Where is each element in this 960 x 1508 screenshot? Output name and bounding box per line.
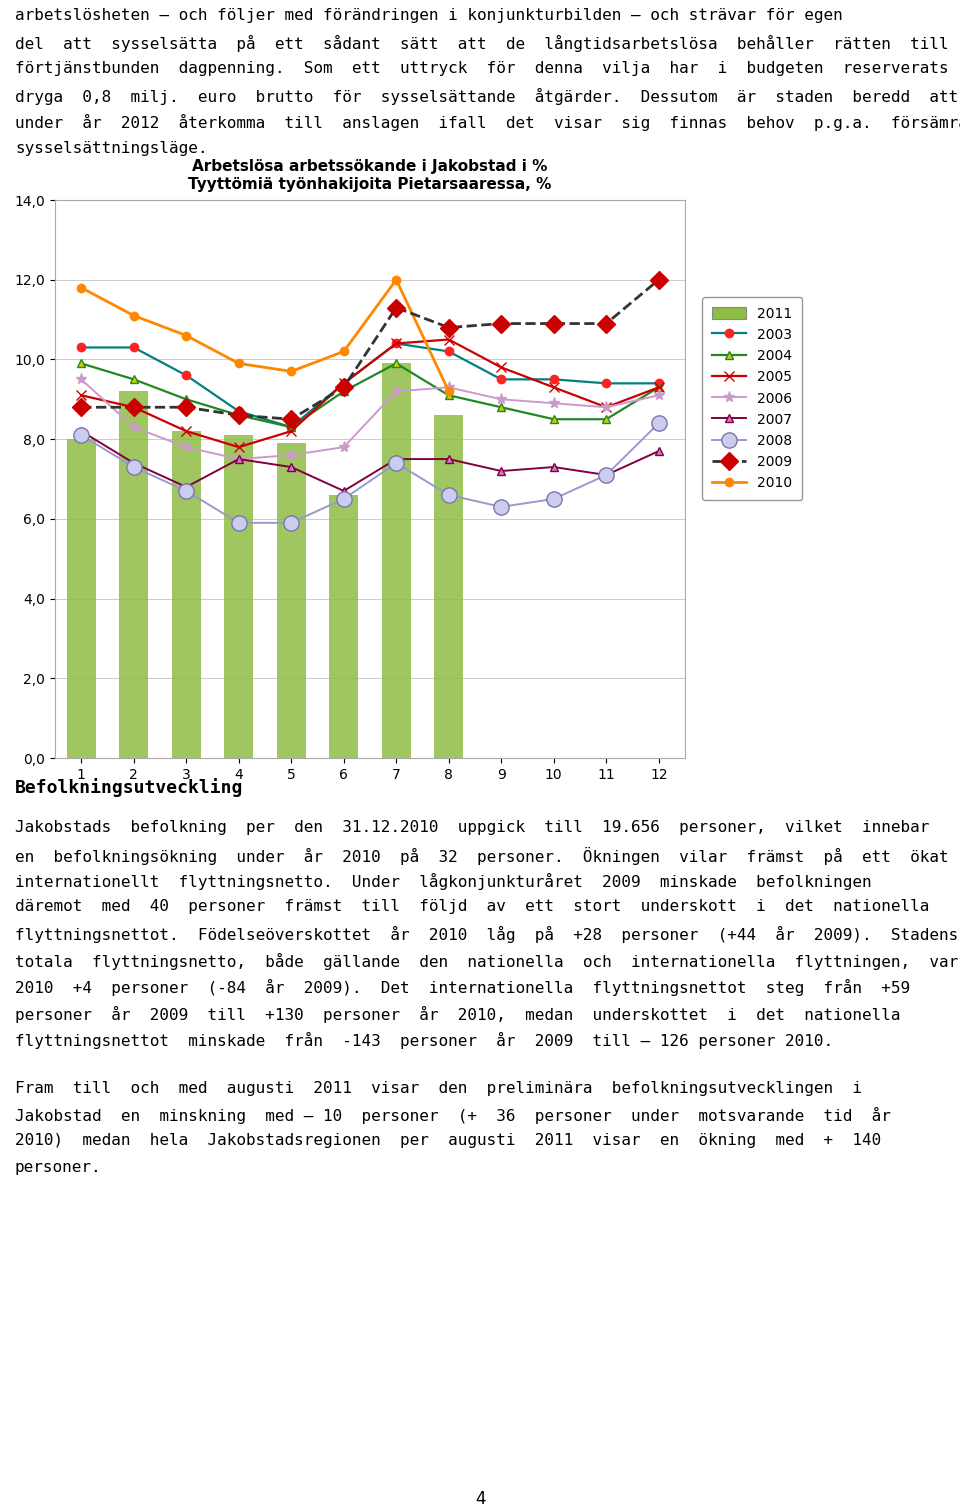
Text: 2010  +4  personer  (-84  år  2009).  Det  internationella  flyttningsnettot  st: 2010 +4 personer (-84 år 2009). Det inte… bbox=[15, 979, 910, 995]
Text: en  befolkningsökning  under  år  2010  på  32  personer.  Ökningen  vilar  främ: en befolkningsökning under år 2010 på 32… bbox=[15, 846, 948, 864]
Text: personer.: personer. bbox=[15, 1160, 102, 1175]
Bar bbox=[434, 415, 463, 759]
Text: Jakobstads  befolkning  per  den  31.12.2010  uppgick  till  19.656  personer,  : Jakobstads befolkning per den 31.12.2010… bbox=[15, 820, 929, 835]
Bar bbox=[276, 443, 305, 759]
Legend: 2011, 2003, 2004, 2005, 2006, 2007, 2008, 2009, 2010: 2011, 2003, 2004, 2005, 2006, 2007, 2008… bbox=[702, 297, 803, 501]
Text: Befolkningsutveckling: Befolkningsutveckling bbox=[15, 778, 244, 798]
Text: dryga  0,8  milj.  euro  brutto  för  sysselsättande  åtgärder.  Dessutom  är  s: dryga 0,8 milj. euro brutto för sysselsä… bbox=[15, 87, 958, 104]
Bar bbox=[225, 436, 253, 759]
Title: Arbetslösa arbetssökande i Jakobstad i %
Tyyttömiä työnhakijoita Pietarsaaressa,: Arbetslösa arbetssökande i Jakobstad i %… bbox=[188, 160, 552, 192]
Bar bbox=[382, 363, 411, 759]
Text: sysselsättningsläge.: sysselsättningsläge. bbox=[15, 140, 207, 155]
Bar bbox=[172, 431, 201, 759]
Text: internationellt  flyttningsnetto.  Under  lågkonjunkturåret  2009  minskade  bef: internationellt flyttningsnetto. Under l… bbox=[15, 873, 872, 890]
Text: Jakobstad  en  minskning  med – 10  personer  (+  36  personer  under  motsvaran: Jakobstad en minskning med – 10 personer… bbox=[15, 1107, 891, 1123]
Text: förtjänstbunden  dagpenning.  Som  ett  uttryck  för  denna  vilja  har  i  budg: förtjänstbunden dagpenning. Som ett uttr… bbox=[15, 60, 948, 75]
Text: del  att  sysselsätta  på  ett  sådant  sätt  att  de  långtidsarbetslösa  behål: del att sysselsätta på ett sådant sätt a… bbox=[15, 35, 948, 51]
Text: flyttningsnettot  minskade  från  -143  personer  år  2009  till – 126 personer : flyttningsnettot minskade från -143 pers… bbox=[15, 1031, 833, 1050]
Text: totala  flyttningsnetto,  både  gällande  den  nationella  och  internationella : totala flyttningsnetto, både gällande de… bbox=[15, 953, 960, 970]
Text: 4: 4 bbox=[475, 1490, 485, 1508]
Text: däremot  med  40  personer  främst  till  följd  av  ett  stort  underskott  i  : däremot med 40 personer främst till följ… bbox=[15, 899, 929, 914]
Bar bbox=[67, 439, 96, 759]
Text: 2010)  medan  hela  Jakobstadsregionen  per  augusti  2011  visar  en  ökning  m: 2010) medan hela Jakobstadsregionen per … bbox=[15, 1134, 881, 1149]
Text: Fram  till  och  med  augusti  2011  visar  den  preliminära  befolkningsutveckl: Fram till och med augusti 2011 visar den… bbox=[15, 1081, 862, 1095]
Bar bbox=[119, 391, 148, 759]
Bar bbox=[329, 495, 358, 759]
Text: arbetslösheten – och följer med förändringen i konjunkturbilden – och strävar fö: arbetslösheten – och följer med förändri… bbox=[15, 8, 843, 23]
Text: under  år  2012  återkomma  till  anslagen  ifall  det  visar  sig  finnas  beho: under år 2012 återkomma till anslagen if… bbox=[15, 115, 960, 131]
Text: flyttningsnettot.  Födelseöverskottet  år  2010  låg  på  +28  personer  (+44  å: flyttningsnettot. Födelseöverskottet år … bbox=[15, 926, 958, 942]
Text: personer  år  2009  till  +130  personer  år  2010,  medan  underskottet  i  det: personer år 2009 till +130 personer år 2… bbox=[15, 1006, 900, 1022]
